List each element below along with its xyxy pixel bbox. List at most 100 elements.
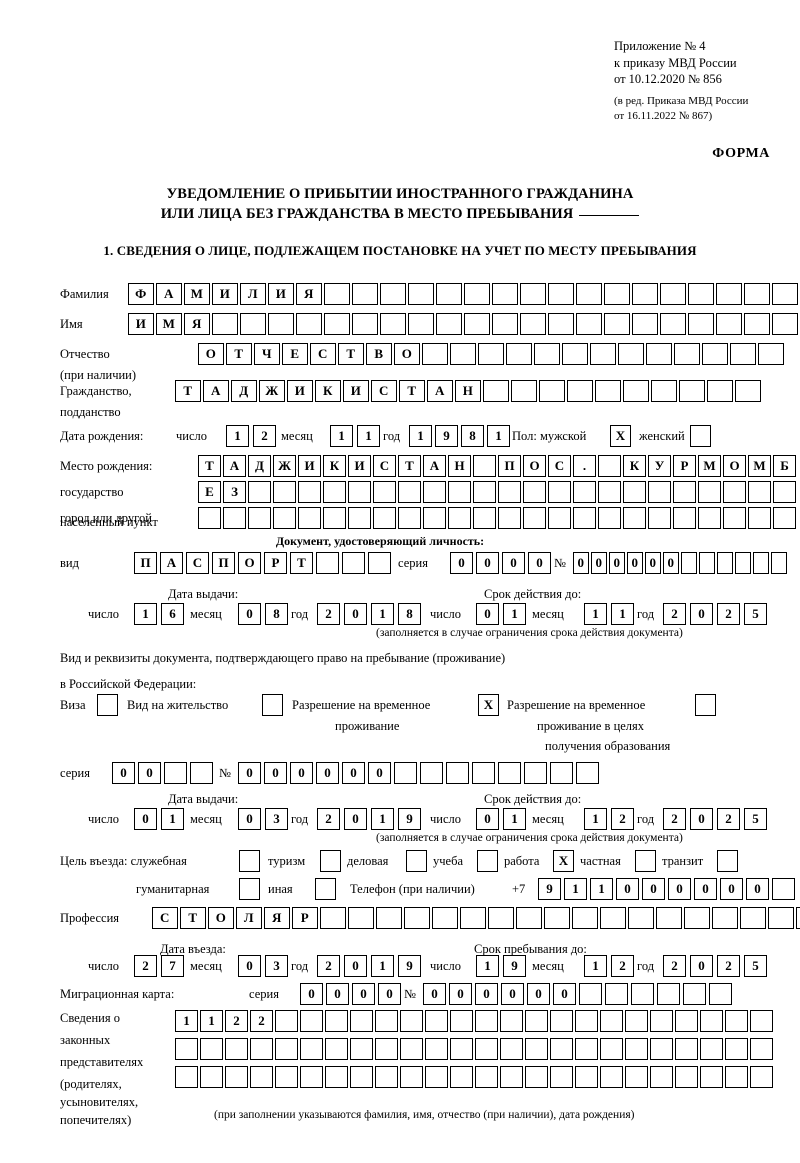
sex-female-checkbox[interactable]	[690, 425, 711, 447]
cell[interactable]: 2	[611, 955, 634, 977]
cell[interactable]: 1	[330, 425, 353, 447]
cell[interactable]: Е	[282, 343, 308, 365]
cell[interactable]	[753, 552, 769, 574]
cell[interactable]: 0	[476, 603, 499, 625]
cell[interactable]	[500, 1010, 523, 1032]
cell[interactable]: М	[698, 455, 721, 477]
cell[interactable]: О	[394, 343, 420, 365]
cell[interactable]	[473, 455, 496, 477]
cell[interactable]: 1	[134, 603, 157, 625]
cell[interactable]	[450, 1038, 473, 1060]
cell[interactable]	[548, 313, 574, 335]
cell[interactable]	[623, 507, 646, 529]
cell[interactable]	[550, 1038, 573, 1060]
cell[interactable]: 0	[238, 955, 261, 977]
cell[interactable]: 0	[352, 983, 375, 1005]
cell[interactable]: С	[371, 380, 397, 402]
cell[interactable]: 0	[112, 762, 135, 784]
cell[interactable]: Л	[236, 907, 262, 929]
cell[interactable]: Ж	[259, 380, 285, 402]
cell[interactable]: Я	[184, 313, 210, 335]
cell[interactable]: И	[298, 455, 321, 477]
cell[interactable]: 8	[461, 425, 484, 447]
cell[interactable]	[562, 343, 588, 365]
cell[interactable]: 0	[450, 552, 473, 574]
cell[interactable]	[695, 694, 716, 716]
cell[interactable]	[175, 1066, 198, 1088]
cell[interactable]	[350, 1038, 373, 1060]
cell[interactable]	[408, 283, 434, 305]
cell[interactable]: 0	[501, 983, 524, 1005]
cell[interactable]	[275, 1066, 298, 1088]
cell[interactable]	[700, 1010, 723, 1032]
cell[interactable]	[520, 313, 546, 335]
cell[interactable]: Ф	[128, 283, 154, 305]
cell[interactable]	[646, 343, 672, 365]
cell[interactable]: 2	[663, 808, 686, 830]
cell[interactable]	[660, 313, 686, 335]
cell[interactable]	[700, 1066, 723, 1088]
cell[interactable]	[400, 1010, 423, 1032]
cell[interactable]	[423, 507, 446, 529]
cell[interactable]: К	[623, 455, 646, 477]
cell[interactable]	[348, 481, 371, 503]
cell[interactable]	[492, 313, 518, 335]
cell[interactable]	[320, 907, 346, 929]
cell[interactable]	[683, 983, 706, 1005]
cell[interactable]: 0	[609, 552, 625, 574]
cell[interactable]	[275, 1010, 298, 1032]
cell[interactable]: 2	[317, 808, 340, 830]
cell[interactable]	[315, 878, 336, 900]
cell[interactable]: 0	[663, 552, 679, 574]
visa-checkbox[interactable]	[97, 694, 118, 716]
cell[interactable]	[673, 481, 696, 503]
cell[interactable]	[516, 907, 542, 929]
cell[interactable]	[575, 1066, 598, 1088]
cell[interactable]: 1	[584, 955, 607, 977]
cell[interactable]: Т	[338, 343, 364, 365]
cell[interactable]	[190, 762, 213, 784]
cell[interactable]	[200, 1038, 223, 1060]
cell[interactable]	[725, 1038, 748, 1060]
cell[interactable]: С	[548, 455, 571, 477]
cell[interactable]: 2	[225, 1010, 248, 1032]
cell[interactable]	[298, 481, 321, 503]
cell[interactable]: 0	[553, 983, 576, 1005]
cell[interactable]	[548, 507, 571, 529]
cell[interactable]: 0	[238, 603, 261, 625]
cell[interactable]: 5	[744, 603, 767, 625]
cell[interactable]	[590, 343, 616, 365]
cell[interactable]	[796, 907, 800, 929]
cell[interactable]: 0	[344, 808, 367, 830]
cell[interactable]	[320, 850, 341, 872]
cell[interactable]: И	[343, 380, 369, 402]
cell[interactable]	[650, 1066, 673, 1088]
cell[interactable]	[648, 481, 671, 503]
cell[interactable]: 0	[475, 983, 498, 1005]
cell[interactable]	[744, 283, 770, 305]
cell[interactable]: X	[610, 425, 631, 447]
cell[interactable]	[348, 907, 374, 929]
cell[interactable]: 0	[326, 983, 349, 1005]
cell[interactable]	[223, 507, 246, 529]
cell[interactable]	[625, 1010, 648, 1032]
cell[interactable]	[375, 1066, 398, 1088]
cell[interactable]	[698, 507, 721, 529]
cell[interactable]	[324, 313, 350, 335]
cell[interactable]	[750, 1066, 773, 1088]
cell[interactable]	[380, 283, 406, 305]
cell[interactable]	[598, 455, 621, 477]
cell[interactable]	[250, 1038, 273, 1060]
cell[interactable]: 2	[317, 955, 340, 977]
cell[interactable]	[422, 343, 448, 365]
cell[interactable]	[394, 762, 417, 784]
cell[interactable]	[300, 1010, 323, 1032]
cell[interactable]: 8	[398, 603, 421, 625]
cell[interactable]	[702, 343, 728, 365]
cell[interactable]: О	[198, 343, 224, 365]
